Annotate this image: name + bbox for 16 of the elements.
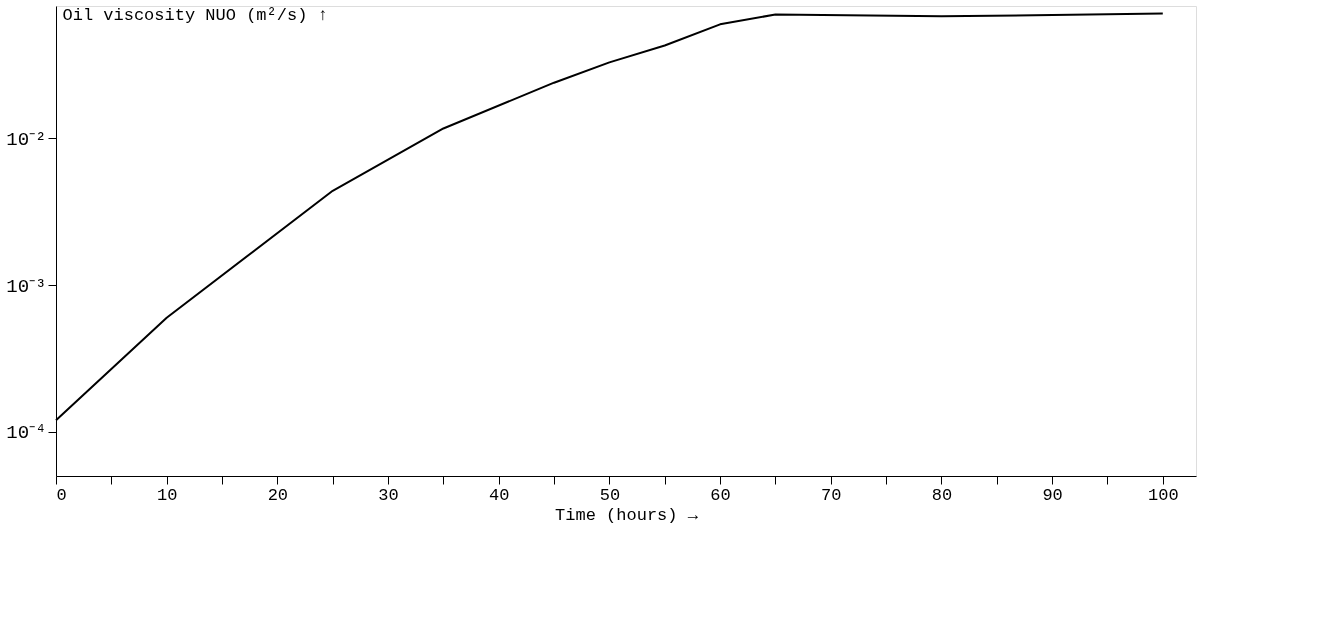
x-tick-label: 20 [267,485,289,505]
x-tick-label: 30 [378,485,399,505]
x-tick-label: 80 [931,485,953,505]
x-tick-label: 10 [156,485,178,505]
x-tick-label: 40 [489,485,510,505]
y-tick-label: 10⁻² [6,128,47,151]
x-tick-label: 60 [710,485,731,505]
y-axis-title: Oil viscosity NUO (m²/s) ↑ [62,5,328,25]
x-tick-label: 50 [599,485,621,505]
y-tick-label: 10⁻⁴ [6,422,47,445]
x-axis-title: Time (hours) → [555,505,699,525]
x-tick-label: 0 [56,485,67,505]
x-tick-label: 90 [1042,485,1063,505]
x-tick-label: 100 [1147,485,1179,505]
x-tick-label: 70 [821,485,842,505]
y-tick-label: 10⁻³ [6,275,47,298]
